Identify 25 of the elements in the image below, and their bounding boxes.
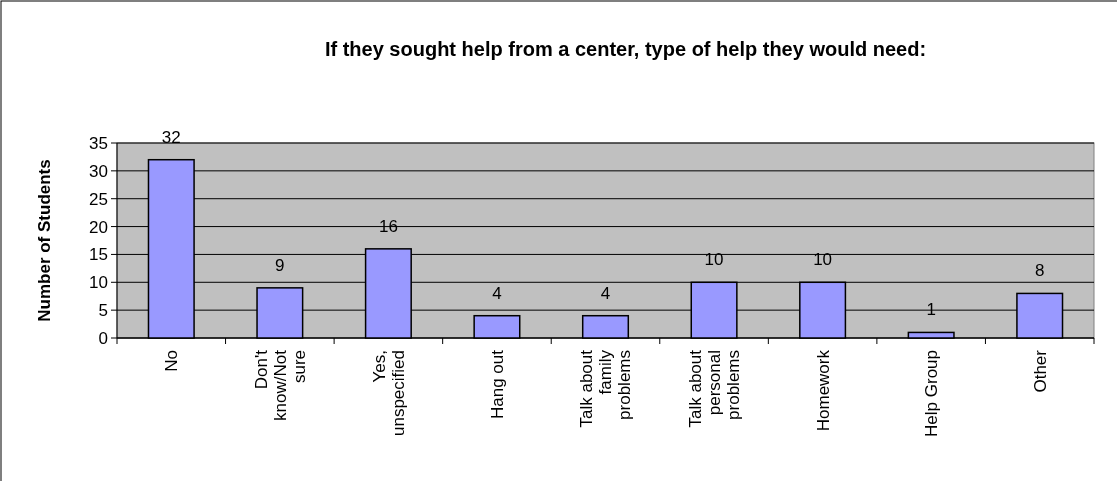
y-tick-label: 0 <box>98 328 108 348</box>
y-tick-label: 20 <box>89 217 108 237</box>
data-label: 4 <box>492 283 502 303</box>
x-tick-label: Other <box>1030 349 1050 393</box>
x-tick-label: Talk about family problems <box>577 349 635 428</box>
data-label: 9 <box>275 255 285 275</box>
y-tick-label: 30 <box>89 161 108 181</box>
data-label: 10 <box>704 250 724 270</box>
y-tick-label: 15 <box>89 245 108 265</box>
x-tick-label: Talk about personal problems <box>686 349 744 428</box>
x-tick-label: Help Group <box>922 350 942 437</box>
y-tick-label: 10 <box>89 273 108 293</box>
chart-title: If they sought help from a center, type of help they would need: <box>324 38 927 60</box>
x-tick-label: Don't know/Not sure <box>251 349 309 421</box>
data-label: 32 <box>161 127 181 147</box>
y-tick-label: 35 <box>89 133 108 153</box>
data-label: 4 <box>600 283 611 303</box>
y-tick-label: 25 <box>89 189 108 209</box>
data-label: 10 <box>813 250 833 270</box>
x-tick-label: Homework <box>813 349 833 432</box>
x-tick-label: No <box>162 350 182 372</box>
data-label: 8 <box>1034 261 1045 281</box>
y-tick-label: 5 <box>98 301 108 321</box>
x-tick-label: Hang out <box>487 349 507 419</box>
y-axis-title: Number of Students <box>35 159 54 322</box>
